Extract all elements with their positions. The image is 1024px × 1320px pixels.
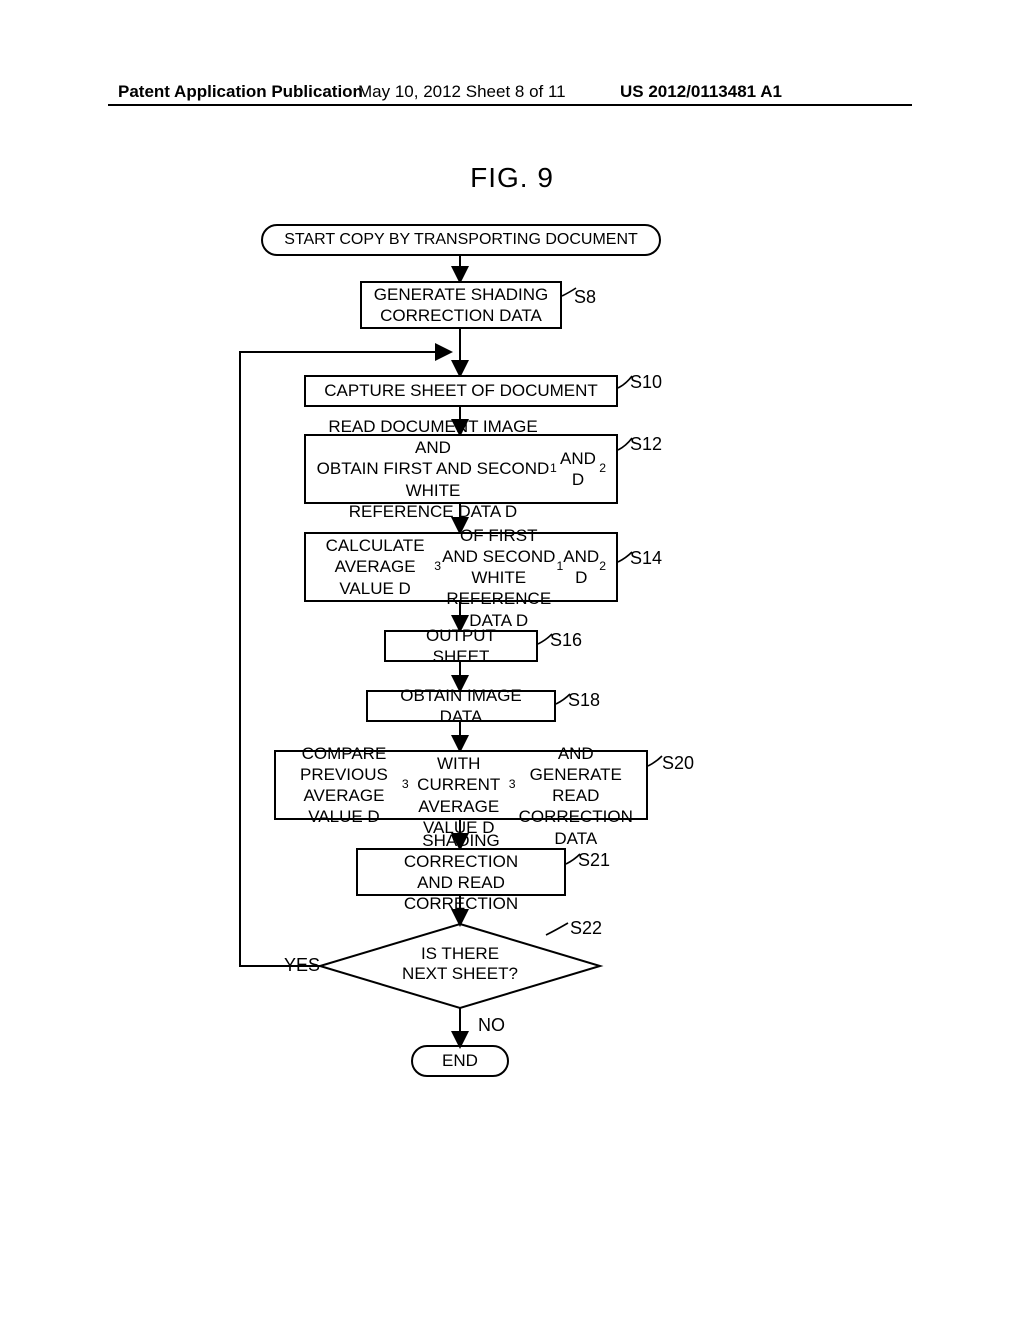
label-s12: S12	[630, 434, 662, 455]
start-text: START COPY BY TRANSPORTING DOCUMENT	[262, 225, 660, 255]
box-s18: OBTAIN IMAGE DATA	[366, 690, 556, 722]
box-s12: READ DOCUMENT IMAGE ANDOBTAIN FIRST AND …	[304, 434, 618, 504]
tick-s22	[546, 923, 568, 935]
label-s8: S8	[574, 287, 596, 308]
label-s20: S20	[662, 753, 694, 774]
box-s8: GENERATE SHADINGCORRECTION DATA	[360, 281, 562, 329]
tick-s20	[648, 756, 662, 766]
box-s21: SHADING CORRECTIONAND READ CORRECTION	[356, 848, 566, 896]
label-s10: S10	[630, 372, 662, 393]
label-s14: S14	[630, 548, 662, 569]
box-s20: COMPARE PREVIOUS AVERAGE VALUE D3'WITH C…	[274, 750, 648, 820]
label-s22: S22	[570, 918, 602, 939]
branch-no: NO	[478, 1015, 505, 1036]
label-s16: S16	[550, 630, 582, 651]
box-s14: CALCULATE AVERAGE VALUE D3OF FIRST AND S…	[304, 532, 618, 602]
decision-text: IS THERENEXT SHEET?	[380, 944, 540, 985]
end-text: END	[412, 1046, 508, 1076]
box-s10: CAPTURE SHEET OF DOCUMENT	[304, 375, 618, 407]
label-s18: S18	[568, 690, 600, 711]
box-s16: OUTPUT SHEET	[384, 630, 538, 662]
branch-yes: YES	[284, 955, 320, 976]
label-s21: S21	[578, 850, 610, 871]
